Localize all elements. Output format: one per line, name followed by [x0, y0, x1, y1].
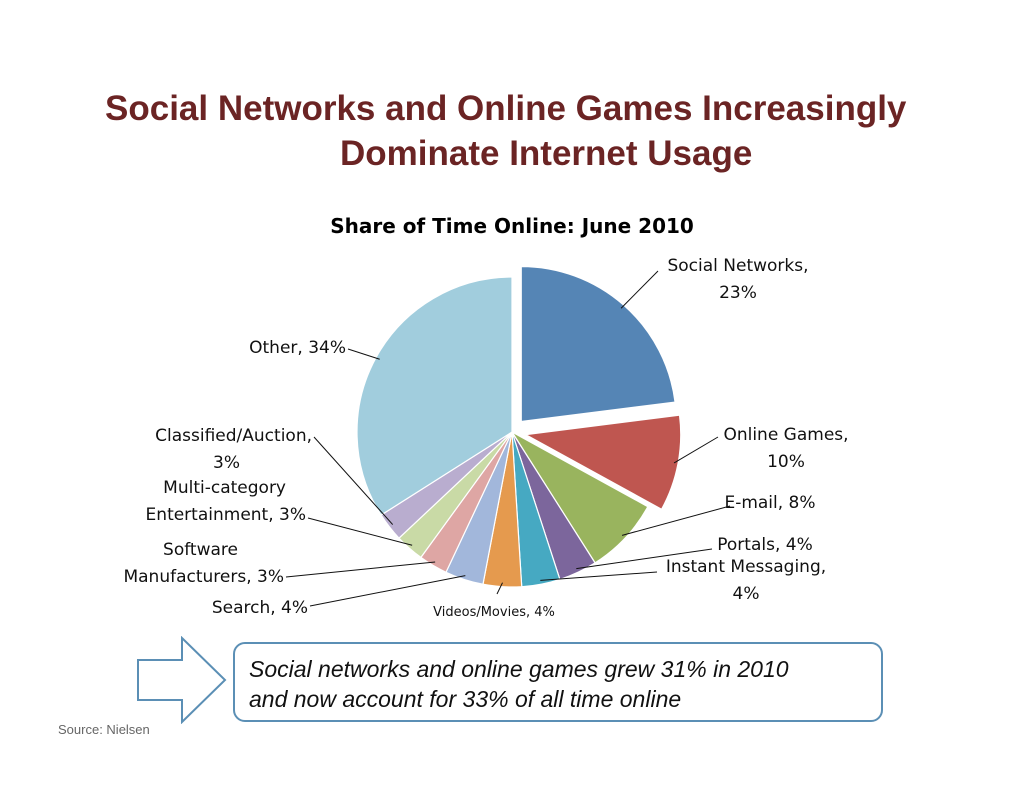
- slice-label-line: Manufacturers, 3%: [123, 567, 284, 587]
- leader-line: [285, 561, 436, 578]
- leader-line: [496, 582, 503, 595]
- slice-label-social-networks: Social Networks, 23%: [667, 256, 808, 303]
- slice-label-line: 4%: [733, 584, 760, 604]
- slice-label-other: Other, 34%: [249, 338, 346, 358]
- slice-label-line: Instant Messaging,: [666, 557, 826, 577]
- slice-labels: Social Networks, 23% Online Games, 10% E-mai…: [123, 256, 848, 620]
- pie-slice-other: [356, 276, 513, 516]
- slice-label-line: Software: [163, 540, 238, 560]
- slice-label-line: Videos/Movies, 4%: [433, 605, 555, 620]
- slice-label-portals: Portals, 4%: [717, 535, 812, 555]
- source-note: Source: Nielsen: [58, 722, 150, 737]
- slice-label-videos-movies: Videos/Movies, 4%: [433, 605, 555, 620]
- slice-label-line: Social Networks,: [667, 256, 808, 276]
- leader-line: [540, 571, 658, 581]
- slice-label-e-mail: E-mail, 8%: [724, 493, 815, 513]
- leader-line: [576, 548, 713, 570]
- callout-box: Social networks and online games grew 31…: [233, 642, 883, 722]
- slice-label-line: E-mail, 8%: [724, 493, 815, 513]
- slice-label-line: Entertainment, 3%: [146, 505, 306, 525]
- leader-line: [621, 505, 731, 536]
- slide-title-line-1: Social Networks and Online Games Increas…: [105, 89, 907, 128]
- slice-label-line: Online Games,: [723, 425, 848, 445]
- leader-line: [347, 348, 380, 360]
- pie-slices: [356, 265, 682, 588]
- leader-line: [673, 436, 719, 464]
- leader-line: [313, 436, 394, 525]
- slice-label-line: Portals, 4%: [717, 535, 812, 555]
- slice-label-multi-category-entertainment: Multi-category Entertainment, 3%: [146, 478, 306, 525]
- pie-chart: Share of Time Online: June 2010 Social N…: [123, 214, 848, 620]
- slice-label-search: Search, 4%: [212, 598, 308, 618]
- callout-text-line-2: and now account for 33% of all time onli…: [249, 686, 682, 712]
- slice-label-software-manufacturers: Software Manufacturers, 3%: [123, 540, 284, 587]
- pie-slice-online-games: [523, 414, 682, 511]
- chart-title: Share of Time Online: June 2010: [330, 214, 694, 238]
- slice-label-line: Multi-category: [163, 478, 286, 498]
- slide-title: Social Networks and Online Games Increas…: [60, 86, 980, 176]
- slide-title-line-2: Dominate Internet Usage: [340, 134, 753, 173]
- slice-label-line: Other, 34%: [249, 338, 346, 358]
- slice-label-online-games: Online Games, 10%: [723, 425, 848, 472]
- leader-lines: [285, 270, 731, 607]
- leader-line: [307, 517, 413, 546]
- slice-label-instant-messaging: Instant Messaging, 4%: [666, 557, 826, 604]
- leader-line: [620, 270, 659, 309]
- slice-label-line: Classified/Auction,: [155, 426, 312, 446]
- arrow-right-icon: [137, 636, 227, 724]
- slice-label-line: 23%: [719, 283, 757, 303]
- leader-line: [309, 575, 466, 607]
- slice-label-line: 3%: [213, 453, 240, 473]
- pie-slice-social-networks: [520, 265, 676, 423]
- slice-label-classified-auction: Classified/Auction, 3%: [155, 426, 312, 473]
- callout-text-line-1: Social networks and online games grew 31…: [249, 656, 789, 682]
- slice-label-line: Search, 4%: [212, 598, 308, 618]
- slice-label-line: 10%: [767, 452, 805, 472]
